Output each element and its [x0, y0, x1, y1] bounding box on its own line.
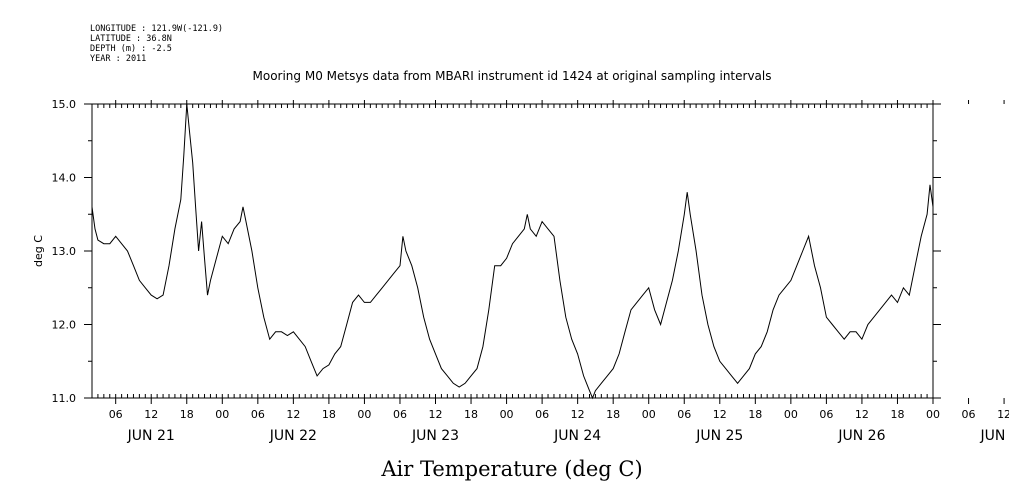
hour-tick-label: 06	[962, 408, 976, 421]
y-tick-label: 13.0	[52, 245, 77, 258]
day-label: JUN 24	[553, 428, 601, 444]
hour-tick-label: 06	[393, 408, 407, 421]
hour-tick-label: 06	[251, 408, 265, 421]
day-labels: JUN 21 JUN 22 JUN 23 JUN 24 JUN 25 JUN 26 JUN …	[127, 428, 1009, 444]
day-label: JUN 26	[837, 428, 885, 444]
hour-tick-label: 18	[322, 408, 336, 421]
hour-tick-label: 18	[606, 408, 620, 421]
hour-tick-label: 12	[855, 408, 869, 421]
y-tick-label: 11.0	[52, 392, 77, 405]
chart-title: Mooring M0 Metsys data from MBARI instru…	[253, 69, 772, 83]
hour-tick-label: 12	[713, 408, 727, 421]
y-tick-label: 14.0	[52, 172, 77, 185]
x-major-ticks	[115, 100, 1005, 404]
temperature-series-line	[91, 103, 934, 400]
hour-tick-label: 06	[109, 408, 123, 421]
hour-tick-label: 18	[748, 408, 762, 421]
hour-tick-label: 06	[677, 408, 691, 421]
year-line: YEAR : 2011	[90, 54, 146, 64]
hour-tick-label: 12	[144, 408, 158, 421]
depth-line: DEPTH (m) : -2.5	[90, 44, 172, 54]
hour-tick-label: 12	[429, 408, 443, 421]
hour-tick-labels: 06 12 18 00 06 12 18 00 06 12 18 00 06 12 18 00 06 12 18 00…	[109, 408, 1009, 421]
longitude-line: LONGITUDE : 121.9W(-121.9)	[90, 24, 223, 34]
hour-tick-label: 12	[997, 408, 1009, 421]
day-label: JUN 22	[269, 428, 317, 444]
hour-tick-label: 00	[215, 408, 229, 421]
hour-tick-label: 18	[890, 408, 904, 421]
y-tick-label: 15.0	[52, 98, 77, 111]
hour-tick-label: 00	[500, 408, 514, 421]
day-label: JUN 21	[127, 428, 175, 444]
hour-tick-label: 06	[819, 408, 833, 421]
y-tick-labels: 11.0 12.0 13.0 14.0 15.0	[52, 98, 77, 405]
x-minor-ticks	[91, 104, 934, 398]
hour-tick-label: 00	[926, 408, 940, 421]
day-label: JUN 27	[980, 428, 1009, 444]
y-axis-label: deg C	[32, 235, 45, 267]
hour-tick-label: 12	[571, 408, 585, 421]
day-label: JUN 25	[695, 428, 743, 444]
latitude-line: LATITUDE : 36.8N	[90, 34, 172, 44]
hour-tick-label: 12	[286, 408, 300, 421]
hour-tick-label: 00	[642, 408, 656, 421]
day-label: JUN 23	[411, 428, 459, 444]
hour-tick-label: 00	[784, 408, 798, 421]
hour-tick-label: 18	[180, 408, 194, 421]
y-tick-label: 12.0	[52, 319, 77, 332]
hour-tick-label: 18	[464, 408, 478, 421]
y-ticks	[84, 103, 941, 399]
location-info: LONGITUDE : 121.9W(-121.9) LATITUDE : 36…	[90, 24, 223, 64]
hour-tick-label: 06	[535, 408, 549, 421]
x-axis-title: Air Temperature (deg C)	[380, 457, 642, 481]
hour-tick-label: 00	[357, 408, 371, 421]
